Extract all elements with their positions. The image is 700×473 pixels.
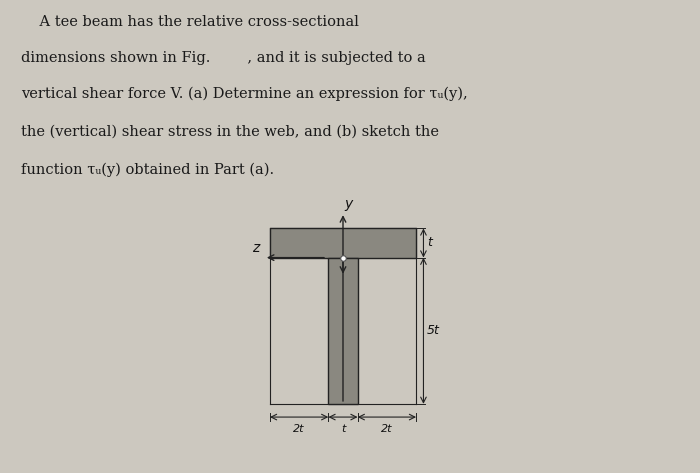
Text: 2t: 2t <box>381 423 393 434</box>
Text: 2t: 2t <box>293 423 305 434</box>
Text: dimensions shown in Fig.        , and it is subjected to a: dimensions shown in Fig. , and it is sub… <box>21 51 426 65</box>
Text: function τᵤ(y) obtained in Part (a).: function τᵤ(y) obtained in Part (a). <box>21 163 274 177</box>
Bar <box>328 258 358 404</box>
Text: A tee beam has the relative cross-sectional: A tee beam has the relative cross-sectio… <box>21 15 359 29</box>
Text: z: z <box>253 241 260 255</box>
Text: t: t <box>427 236 432 249</box>
Text: vertical shear force V. (a) Determine an expression for τᵤ(y),: vertical shear force V. (a) Determine an… <box>21 87 468 101</box>
Text: y: y <box>344 197 353 211</box>
Text: 5t: 5t <box>427 324 440 337</box>
Text: t: t <box>341 423 345 434</box>
Text: the (vertical) shear stress in the web, and (b) sketch the: the (vertical) shear stress in the web, … <box>21 125 439 139</box>
Bar <box>270 228 416 258</box>
